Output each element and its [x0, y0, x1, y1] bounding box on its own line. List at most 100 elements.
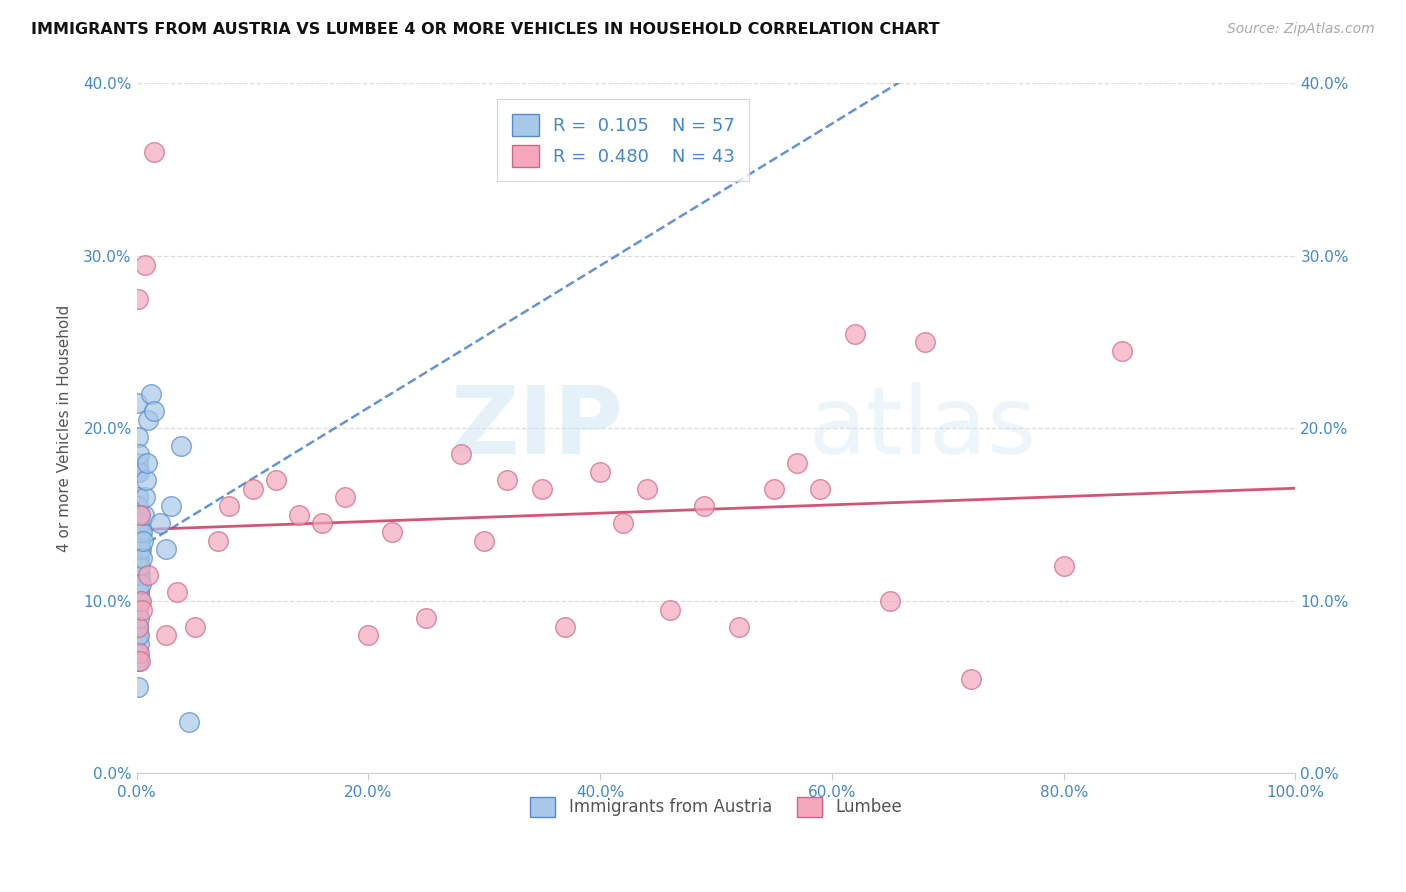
Point [129, 559, 152, 574]
Text: Source: ZipAtlas.com: Source: ZipAtlas.com [1227, 22, 1375, 37]
Point [128, 576, 150, 591]
Point [131, 524, 153, 539]
Point [496, 473, 519, 487]
Point [127, 628, 149, 642]
Point [589, 465, 612, 479]
Point [786, 456, 808, 470]
Point [128, 594, 150, 608]
Point [207, 533, 229, 548]
Point [128, 524, 150, 539]
Point [155, 542, 177, 557]
Point [134, 491, 156, 505]
Point [128, 585, 150, 599]
Point [357, 628, 380, 642]
Point [554, 620, 576, 634]
Point [450, 447, 472, 461]
Point [129, 508, 152, 522]
Point [127, 524, 149, 539]
Point [127, 292, 149, 306]
Point [127, 550, 149, 565]
Point [612, 516, 634, 531]
Point [128, 611, 150, 625]
Point [132, 533, 155, 548]
Point [127, 646, 149, 660]
Point [127, 456, 149, 470]
Point [762, 482, 785, 496]
Point [693, 499, 716, 513]
Point [1053, 559, 1076, 574]
Point [808, 482, 831, 496]
Point [132, 508, 155, 522]
Point [129, 524, 152, 539]
Point [127, 533, 149, 548]
Point [127, 568, 149, 582]
Point [128, 628, 150, 642]
Y-axis label: 4 or more Vehicles in Household: 4 or more Vehicles in Household [58, 305, 72, 552]
Point [128, 654, 150, 668]
Text: atlas: atlas [808, 383, 1038, 475]
Point [177, 714, 200, 729]
Point [127, 602, 149, 616]
Point [128, 516, 150, 531]
Point [134, 258, 156, 272]
Point [127, 680, 149, 694]
Point [129, 594, 152, 608]
Point [128, 508, 150, 522]
Point [127, 620, 149, 634]
Point [264, 473, 287, 487]
Point [415, 611, 437, 625]
Point [127, 430, 149, 444]
Point [136, 456, 159, 470]
Point [658, 602, 681, 616]
Point [288, 508, 311, 522]
Point [129, 533, 152, 548]
Point [128, 542, 150, 557]
Point [149, 516, 172, 531]
Point [143, 145, 166, 160]
Point [381, 524, 404, 539]
Point [311, 516, 333, 531]
Point [844, 326, 866, 341]
Point [127, 395, 149, 409]
Point [636, 482, 658, 496]
Point [135, 473, 157, 487]
Point [128, 568, 150, 582]
Point [914, 335, 936, 350]
Point [1111, 343, 1133, 358]
Point [128, 550, 150, 565]
Point [879, 594, 901, 608]
Point [127, 516, 149, 531]
Legend: Immigrants from Austria, Lumbee: Immigrants from Austria, Lumbee [523, 790, 908, 823]
Point [472, 533, 495, 548]
Point [129, 576, 152, 591]
Point [335, 491, 357, 505]
Point [166, 585, 188, 599]
Point [170, 439, 193, 453]
Point [136, 568, 159, 582]
Text: ZIP: ZIP [450, 383, 623, 475]
Point [218, 499, 240, 513]
Point [143, 404, 166, 418]
Point [155, 628, 177, 642]
Point [127, 559, 149, 574]
Point [128, 465, 150, 479]
Point [127, 654, 149, 668]
Point [242, 482, 264, 496]
Point [128, 637, 150, 651]
Point [183, 620, 205, 634]
Text: IMMIGRANTS FROM AUSTRIA VS LUMBEE 4 OR MORE VEHICLES IN HOUSEHOLD CORRELATION CH: IMMIGRANTS FROM AUSTRIA VS LUMBEE 4 OR M… [31, 22, 939, 37]
Point [127, 491, 149, 505]
Point [531, 482, 554, 496]
Point [127, 620, 149, 634]
Point [136, 413, 159, 427]
Point [139, 387, 162, 401]
Point [127, 654, 149, 668]
Point [128, 585, 150, 599]
Point [131, 550, 153, 565]
Point [728, 620, 751, 634]
Point [131, 602, 153, 616]
Point [160, 499, 183, 513]
Point [127, 465, 149, 479]
Point [960, 672, 983, 686]
Point [128, 447, 150, 461]
